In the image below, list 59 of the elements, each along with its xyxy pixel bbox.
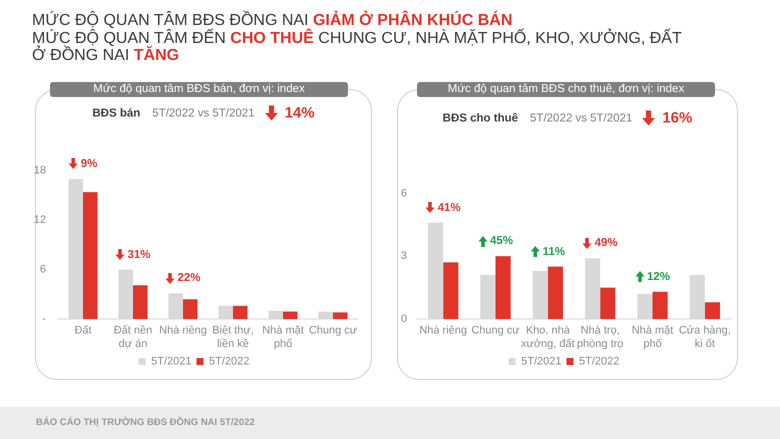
text: 5T/2022 vs 5T/2021 (152, 107, 255, 119)
bar (83, 192, 98, 319)
bar (283, 312, 298, 319)
annotation: 45% (490, 235, 514, 248)
chart-subtitle: BĐS cho thuê (442, 112, 518, 124)
text: BÁO CÁO THỊ TRƯỜNG BĐS ĐỒNG NAI 5T/2022 (36, 417, 255, 428)
bar (652, 292, 668, 319)
text: CHUNG CƯ, NHÀ MẶT PHỐ, KHO, XƯỞNG, ĐẤT (318, 30, 682, 46)
x-tick-label: Nhà riêng (159, 324, 207, 337)
bar (333, 312, 348, 319)
annotation: 22% (177, 272, 201, 284)
x-tick-label: Đất nền dự án (114, 324, 152, 350)
annotation: 31% (127, 248, 151, 261)
chart-title: Mức độ quan tâm BĐS cho thuê, đơn vị: index (417, 82, 715, 97)
chart-subtitle: BĐS bán (92, 107, 140, 119)
y-tick-label: 0 (400, 313, 407, 326)
bar (600, 288, 616, 319)
bar (704, 302, 720, 319)
annotation: 11% (542, 246, 566, 258)
x-tick-label: Nhà riêng (419, 324, 468, 337)
text: MỨC ĐỘ QUAN TÂM ĐẾN (32, 30, 226, 46)
text: Ở ĐỒNG NAI (32, 47, 130, 64)
text: 16% (662, 110, 692, 126)
text: 14% (284, 104, 315, 122)
text: GIẢM Ở PHÂN KHÚC BÁN (312, 12, 512, 29)
bar (443, 262, 458, 319)
x-tick-label: Chung cư (308, 324, 358, 337)
legend-label: 5T/2021 (521, 356, 562, 368)
x-tick-label: Nhà mặt phố (262, 324, 304, 350)
bar (548, 266, 564, 319)
x-tick-label: Kho, nhà xưởng, đất (520, 324, 575, 350)
bar (233, 306, 248, 319)
x-tick-label: Nhà trọ, phòng trọ (576, 324, 624, 350)
x-tick-label: Nhà mặt phố (632, 324, 674, 350)
annotation: 9% (80, 158, 98, 170)
bar (133, 285, 148, 319)
annotation: 41% (438, 202, 461, 214)
legend-label: 5T/2022 (579, 356, 620, 368)
x-tick-label: Biệt thự, liền kề (212, 324, 254, 350)
bar (496, 256, 511, 319)
y-tick-label: 18 (34, 164, 46, 177)
legend-label: 5T/2022 (209, 356, 250, 368)
annotation: 12% (646, 270, 670, 283)
x-tick-label: Cửa hàng, ki ốt (678, 324, 731, 350)
x-tick-label: Chung cư (471, 324, 520, 337)
x-tick-label: Đất (74, 324, 92, 337)
text: 5T/2022 vs 5T/2021 (530, 112, 632, 124)
text: TĂNG (134, 47, 180, 64)
y-tick-label: 12 (34, 214, 46, 226)
bar (183, 299, 198, 319)
y-tick-label: - (42, 313, 46, 326)
y-tick-label: 6 (400, 187, 407, 200)
y-tick-label: 6 (40, 264, 46, 276)
legend-label: 5T/2021 (151, 356, 192, 368)
text: MỨC ĐỘ QUAN TÂM BĐS ĐỒNG NAI (32, 12, 308, 29)
y-tick-label: 3 (400, 250, 407, 262)
chart-title: Mức độ quan tâm BĐS bán, đơn vị: index (50, 82, 348, 97)
text: CHO THUÊ (230, 30, 314, 46)
annotation: 49% (594, 237, 618, 250)
